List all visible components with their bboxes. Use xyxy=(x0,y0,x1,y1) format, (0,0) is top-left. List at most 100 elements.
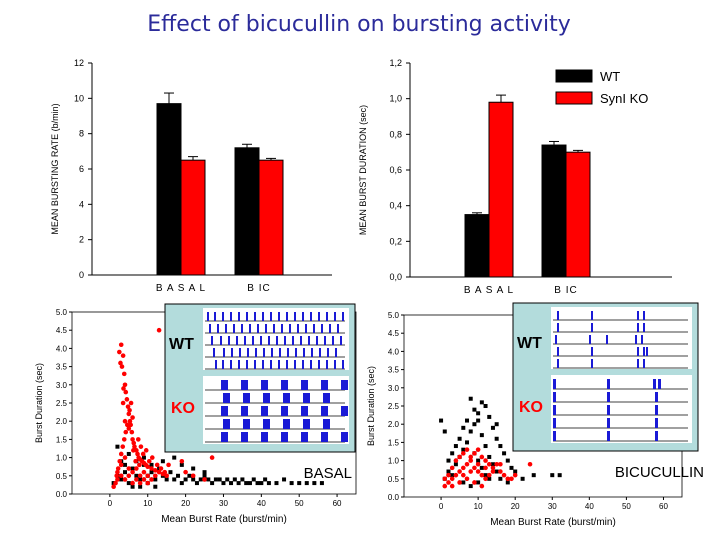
data-point-ko xyxy=(115,477,120,482)
data-point-ko xyxy=(133,458,138,464)
raster-ko-burst xyxy=(321,380,328,390)
data-point-ko xyxy=(119,364,125,369)
raster-wt-spike xyxy=(246,360,248,369)
inset-label-wt: WT xyxy=(517,335,542,352)
raster-wt-spike xyxy=(294,360,296,369)
data-point-wt xyxy=(123,462,128,467)
x-category-label: B IC xyxy=(247,283,270,294)
raster-ko-burst xyxy=(341,432,348,442)
data-point-wt xyxy=(439,418,444,423)
data-point-ko xyxy=(126,466,132,471)
raster-ko-burst xyxy=(321,406,328,416)
raster-wt-spike xyxy=(635,335,637,344)
data-point-ko xyxy=(143,448,149,453)
data-point-ko xyxy=(115,466,121,471)
data-point-ko xyxy=(134,466,139,471)
y-axis-label: Burst Duration (sec) xyxy=(366,366,376,446)
raster-wt-spike xyxy=(287,348,289,357)
bar xyxy=(565,151,591,278)
x-category-label: B A S A L xyxy=(156,283,206,294)
data-point-ko xyxy=(137,473,143,479)
data-point-ko xyxy=(449,483,455,489)
raster-wt-spike xyxy=(255,348,257,357)
y-tick-label: 2 xyxy=(79,235,84,245)
data-point-wt xyxy=(446,458,451,463)
raster-wt-spike xyxy=(637,347,639,356)
raster-wt-spike xyxy=(318,312,320,321)
data-point-wt xyxy=(263,477,268,482)
raster-ko-burst xyxy=(341,380,348,390)
data-point-ko xyxy=(123,389,129,395)
data-point-wt xyxy=(210,481,215,486)
raster-wt-spike xyxy=(223,348,225,357)
data-point-ko xyxy=(209,455,215,460)
y-tick-label: 0,0 xyxy=(389,272,402,282)
data-point-wt xyxy=(138,477,143,482)
raster-wt-spike xyxy=(278,312,280,321)
raster-wt-spike xyxy=(246,312,248,321)
raster-ko-burst xyxy=(553,392,556,402)
raster-ko-burst xyxy=(223,393,230,403)
raster-wt-spike xyxy=(319,348,321,357)
y-tick-label: 0,4 xyxy=(389,201,402,211)
raster-wt-spike xyxy=(254,360,256,369)
data-point-ko xyxy=(461,465,466,471)
data-point-ko xyxy=(145,480,151,486)
data-point-wt xyxy=(168,470,173,475)
data-point-ko xyxy=(153,468,158,473)
data-point-ko xyxy=(164,473,169,479)
data-point-wt xyxy=(531,473,536,478)
data-point-ko xyxy=(498,469,503,474)
y-axis-label: Burst Duration (sec) xyxy=(34,363,44,443)
raster-wt-spike xyxy=(249,324,251,333)
raster-wt-spike xyxy=(334,312,336,321)
raster-wt-spike xyxy=(557,359,559,368)
data-point-wt xyxy=(123,470,128,475)
raster-ko-burst xyxy=(607,431,610,441)
y-tick-label: 0,2 xyxy=(389,236,402,246)
data-point-wt xyxy=(487,454,492,459)
raster-wt-spike xyxy=(591,311,593,320)
data-point-ko xyxy=(457,469,462,474)
data-point-ko xyxy=(137,480,143,486)
data-point-ko xyxy=(127,418,133,424)
data-point-wt xyxy=(490,425,495,430)
data-point-ko xyxy=(464,447,470,452)
y-tick-label: 12 xyxy=(74,58,84,68)
data-point-wt xyxy=(457,436,462,441)
data-point-wt xyxy=(476,418,481,423)
x-tick-label: 20 xyxy=(181,499,190,508)
raster-wt-spike xyxy=(254,312,256,321)
page-title: Effect of bicucullin on bursting activit… xyxy=(147,12,571,37)
raster-wt-spike xyxy=(281,324,283,333)
raster-wt-spike xyxy=(262,360,264,369)
raster-wt-spike xyxy=(217,324,219,333)
raster-ko-burst xyxy=(221,406,228,416)
y-tick-label: 0.5 xyxy=(56,472,68,481)
y-tick-label: 1.5 xyxy=(388,438,400,447)
raster-wt-spike xyxy=(292,336,294,345)
data-point-ko xyxy=(449,476,455,482)
data-point-ko xyxy=(202,477,207,482)
raster-wt-spike xyxy=(646,347,648,356)
raster-wt-spike xyxy=(340,336,342,345)
data-point-wt xyxy=(505,480,510,485)
data-point-ko xyxy=(126,426,132,431)
data-point-ko xyxy=(183,469,188,475)
data-point-wt xyxy=(468,429,473,434)
y-tick-label: 4 xyxy=(79,199,84,209)
data-point-ko xyxy=(509,476,514,482)
data-point-ko xyxy=(118,462,124,468)
data-point-ko xyxy=(468,458,474,463)
raster-wt-spike xyxy=(222,360,224,369)
data-point-ko xyxy=(486,461,492,467)
data-point-wt xyxy=(179,462,184,467)
data-point-wt xyxy=(479,465,484,470)
data-point-wt xyxy=(232,477,237,482)
data-point-ko xyxy=(461,451,466,456)
data-point-ko xyxy=(128,400,134,406)
data-point-wt xyxy=(505,458,510,463)
data-point-wt xyxy=(472,407,477,412)
raster-ko-burst xyxy=(323,419,330,429)
data-point-wt xyxy=(130,466,135,471)
